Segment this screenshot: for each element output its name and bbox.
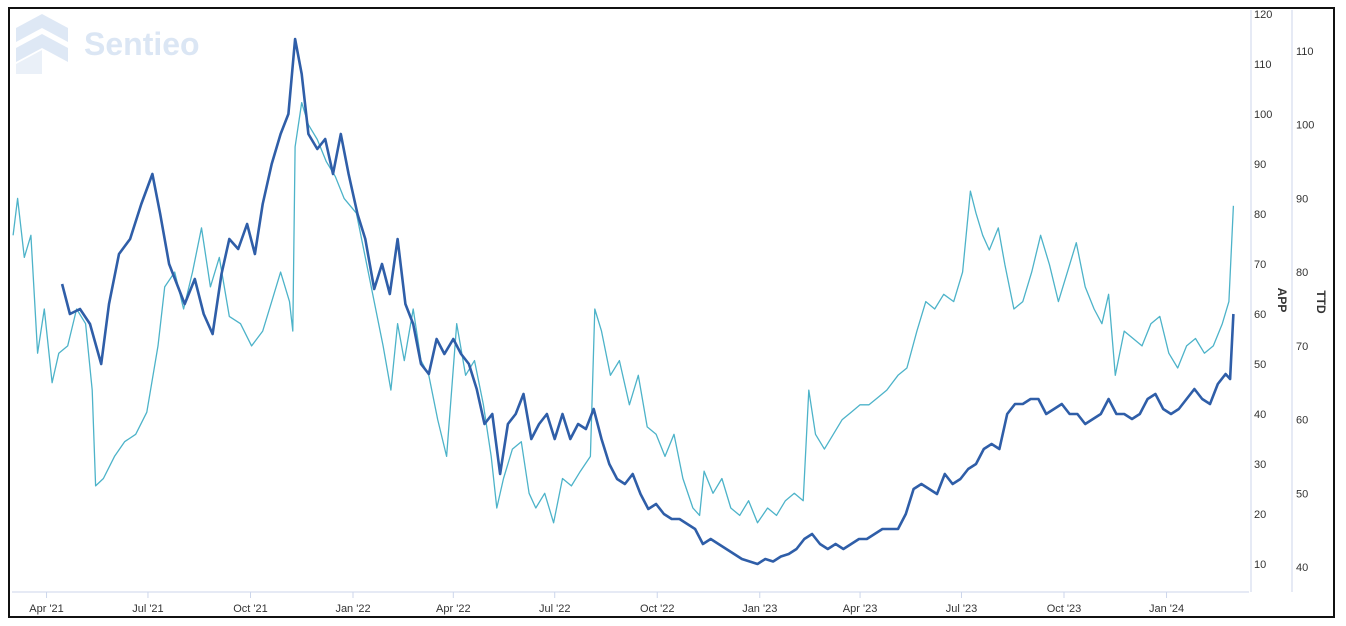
series-layer [12, 37, 1235, 566]
x-tick-label: Oct '21 [233, 603, 268, 615]
app-tick-label: 40 [1254, 409, 1266, 421]
app-tick-label: 60 [1254, 309, 1266, 321]
x-tick-label: Oct '22 [640, 603, 675, 615]
app-tick-label: 50 [1254, 359, 1266, 371]
x-tick-label: Apr '22 [436, 603, 471, 615]
app-tick-label: 80 [1254, 209, 1266, 221]
x-tick-label: Jan '22 [335, 603, 370, 615]
axes: Apr '21 Jul '21 Oct '21 Jan '22 Apr '22 Jul '… [12, 9, 1314, 615]
ttd-tick-label: 50 [1296, 488, 1308, 500]
sentieo-logo-icon [16, 14, 68, 74]
chart-frame [8, 7, 1335, 618]
x-tick-label: Apr '21 [29, 603, 64, 615]
app-tick-label: 20 [1254, 509, 1266, 521]
x-tick-label: Jul '23 [946, 603, 977, 615]
ttd-tick-label: 60 [1296, 415, 1308, 427]
ttd-tick-label: 90 [1296, 193, 1308, 205]
series-line-app [60, 37, 1235, 566]
app-tick-label: 110 [1254, 59, 1272, 71]
watermark-text: Sentieo [84, 26, 200, 62]
app-tick-label: 30 [1254, 459, 1266, 471]
ttd-tick-label: 110 [1296, 46, 1314, 58]
x-tick-label: Jan '24 [1149, 603, 1184, 615]
x-tick-label: Oct '23 [1047, 603, 1082, 615]
app-tick-label: 70 [1254, 259, 1266, 271]
ttd-tick-label: 80 [1296, 267, 1308, 279]
ttd-tick-label: 40 [1296, 562, 1308, 574]
x-tick-label: Jul '21 [132, 603, 163, 615]
app-tick-label: 10 [1254, 559, 1266, 571]
ttd-tick-label: 100 [1296, 120, 1314, 132]
app-tick-label: 100 [1254, 109, 1272, 121]
ttd-axis-title: TTD [1314, 290, 1328, 314]
app-tick-label: 90 [1254, 159, 1266, 171]
x-tick-label: Jul '22 [539, 603, 570, 615]
app-tick-label: 120 [1254, 9, 1272, 21]
x-tick-label: Jan '23 [742, 603, 777, 615]
x-tick-label: Apr '23 [843, 603, 878, 615]
sentieo-watermark: Sentieo [16, 14, 200, 74]
series-line-ttd [12, 101, 1235, 524]
app-axis-title: APP [1275, 288, 1289, 313]
ttd-tick-label: 70 [1296, 341, 1308, 353]
